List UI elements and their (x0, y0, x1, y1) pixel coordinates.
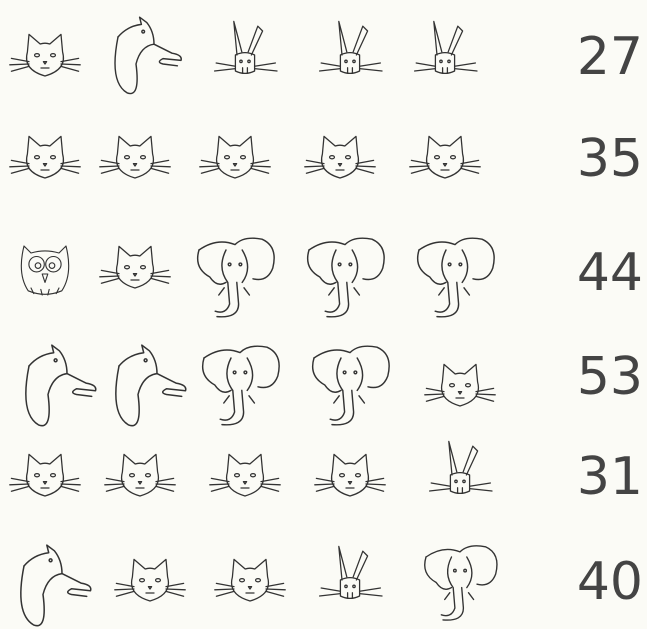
row-total: 31 (577, 447, 643, 507)
row: 35 (10, 129, 643, 189)
cat-icon (200, 136, 270, 178)
elephant-icon (313, 346, 390, 425)
row: 27 (10, 17, 643, 93)
camel-icon (115, 17, 181, 93)
elephant-icon (418, 238, 495, 317)
cat-icon (10, 454, 80, 496)
cat-icon (210, 454, 280, 496)
cat-icon (215, 559, 285, 601)
cat-icon (315, 454, 385, 496)
row: 53 (26, 345, 643, 426)
row: 40 (21, 545, 643, 626)
camel-icon (116, 345, 186, 426)
row-total: 27 (577, 27, 643, 87)
row: 31 (10, 441, 643, 507)
row-total: 44 (577, 243, 643, 303)
elephant-icon (425, 546, 497, 620)
elephant-icon (308, 238, 385, 317)
cat-icon (115, 559, 185, 601)
cat-icon (105, 454, 175, 496)
camel-icon (26, 345, 96, 426)
cat-icon (410, 136, 480, 178)
puzzle: 27 35 44 53 31 40 (0, 0, 647, 629)
rabbit-icon (415, 21, 477, 73)
rabbit-icon (320, 21, 382, 73)
elephant-icon (203, 346, 280, 425)
rabbit-icon (320, 546, 382, 598)
page: 27 35 44 53 31 40 (( (0, 0, 647, 629)
row-total: 53 (577, 347, 643, 407)
cat-icon (425, 364, 495, 406)
row-total: 35 (577, 129, 643, 189)
cat-icon (10, 136, 80, 178)
elephant-icon (198, 238, 275, 317)
row: 44 (21, 238, 643, 317)
rabbit-icon (430, 441, 492, 493)
rabbit-icon (215, 21, 277, 73)
camel-icon (21, 545, 91, 626)
row-total: 40 (577, 552, 643, 612)
cat-icon (10, 34, 80, 76)
owl-icon (21, 246, 68, 295)
cat-icon (305, 136, 375, 178)
cat-icon (100, 136, 170, 178)
cat-icon (100, 246, 170, 288)
